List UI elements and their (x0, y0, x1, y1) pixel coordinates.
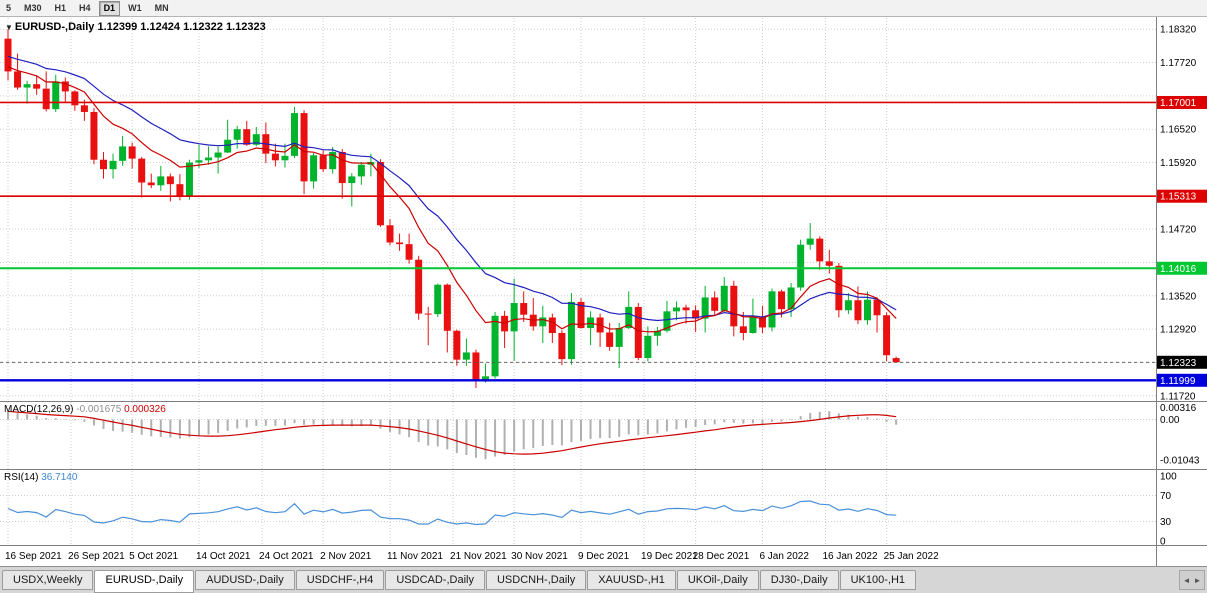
moving-average-10 (7, 66, 897, 333)
tab-scroll-right-icon[interactable]: ► (1193, 575, 1202, 585)
tab-audusd-daily[interactable]: AUDUSD-,Daily (195, 570, 295, 590)
svg-text:1.17001: 1.17001 (1160, 98, 1197, 109)
level-price-badge: 1.11999 (1157, 373, 1207, 387)
timeframe-button-m30[interactable]: M30 (24, 2, 42, 13)
date-label: 26 Sep 2021 (68, 551, 125, 562)
price-tick-label: 1.14720 (1160, 225, 1197, 236)
price-tick-label: 1.13520 (1160, 291, 1197, 302)
date-label: 14 Oct 2021 (196, 551, 251, 562)
macd-main-value: -0.001675 (76, 404, 122, 415)
price-axis-labels: 1.18320 1.17720 1.16520 1.15920 1.14720 1.135… (5, 25, 1200, 562)
timeframe-button-w1[interactable]: W1 (128, 2, 142, 13)
macd-tick-label: 0.00 (1160, 415, 1180, 426)
timeframe-button-m5[interactable]: 5 (6, 2, 12, 13)
svg-text:1.11999: 1.11999 (1160, 376, 1196, 387)
rsi-tick-label: 30 (1160, 517, 1172, 528)
rsi-label: RSI(14) 36.7140 (4, 472, 77, 483)
price-tick-label: 1.12920 (1160, 325, 1197, 336)
date-label: 28 Dec 2021 (693, 551, 750, 562)
quote-low: 1.12322 (183, 21, 223, 33)
date-label: 16 Sep 2021 (5, 551, 62, 562)
tab-xauusd-h1[interactable]: XAUUSD-,H1 (587, 570, 676, 590)
quote-close: 1.12323 (225, 21, 266, 33)
tab-usdcnh-daily[interactable]: USDCNH-,Daily (485, 570, 587, 590)
date-label: 11 Nov 2021 (387, 551, 443, 562)
timeframe-button-d1[interactable]: D1 (98, 0, 121, 16)
timeframe-button-h4[interactable]: H4 (79, 2, 91, 13)
chart-symbol-label: EURUSD-,Daily (14, 21, 95, 33)
date-label: 5 Oct 2021 (129, 551, 178, 562)
rsi-tick-label: 70 (1160, 491, 1172, 502)
date-label: 2 Nov 2021 (320, 551, 372, 562)
macd-name: MACD(12,26,9) (4, 404, 74, 415)
symbol-dropdown-icon[interactable]: ▼ (5, 23, 13, 32)
price-tick-label: 1.11720 (1160, 391, 1196, 402)
date-label: 30 Nov 2021 (511, 551, 568, 562)
tab-usdchf-h4[interactable]: USDCHF-,H4 (295, 570, 385, 590)
svg-text:1.12323: 1.12323 (1160, 358, 1197, 369)
macd-tick-label: 0.00316 (1160, 403, 1197, 414)
rsi-line (7, 500, 897, 526)
macd-tick-label: -0.01043 (1160, 455, 1200, 466)
rsi-value: 36.7140 (41, 472, 78, 483)
timeframe-button-h1[interactable]: H1 (54, 2, 67, 13)
tab-uk100-h1[interactable]: UK100-,H1 (839, 570, 917, 590)
date-label: 19 Dec 2021 (641, 551, 698, 562)
level-price-badge: 1.14016 (1157, 261, 1207, 275)
macd-label: MACD(12,26,9) -0.001675 0.000326 (4, 404, 166, 415)
date-label: 6 Jan 2022 (759, 551, 809, 562)
macd-signal-line (7, 410, 897, 455)
quote-open: 1.12399 (97, 21, 138, 33)
date-label: 25 Jan 2022 (884, 551, 939, 562)
level-price-badge: 1.15313 (1157, 189, 1207, 203)
price-tick-label: 1.15920 (1160, 158, 1197, 169)
quote-high: 1.12424 (140, 21, 181, 33)
panel-separators (0, 17, 1207, 566)
timeframe-toolbar: 5 M30 H1 H4 D1 W1 MN (0, 0, 1207, 17)
tab-ukoil-daily[interactable]: UKOil-,Daily (676, 570, 759, 590)
candles (4, 29, 900, 389)
symbol-tabbar: USDX,Weekly EURUSD-,Daily AUDUSD-,Daily USD… (0, 566, 1207, 593)
svg-text:1.14016: 1.14016 (1160, 264, 1197, 275)
price-tick-label: 1.16520 (1160, 125, 1197, 136)
tab-eurusd-daily[interactable]: EURUSD-,Daily (94, 570, 195, 593)
chart-title: ▼ EURUSD-,Daily 1.12399 1.12424 1.12322 1… (5, 21, 266, 33)
date-label: 16 Jan 2022 (822, 551, 877, 562)
price-tick-label: 1.18320 (1160, 25, 1197, 36)
date-label: 9 Dec 2021 (578, 551, 630, 562)
tab-scroll-left-icon[interactable]: ◄ (1182, 575, 1191, 585)
tabbar-scroll-control[interactable]: ◄ ► (1179, 570, 1205, 590)
level-price-badge: 1.17001 (1157, 95, 1207, 109)
price-tick-label: 1.17720 (1160, 58, 1197, 69)
svg-text:1.15313: 1.15313 (1160, 192, 1197, 203)
timeframe-button-mn[interactable]: MN (154, 2, 169, 13)
current-price-badge: 1.12323 (1157, 355, 1207, 369)
tab-dj30-daily[interactable]: DJ30-,Daily (759, 570, 839, 590)
date-label: 24 Oct 2021 (259, 551, 314, 562)
rsi-name: RSI(14) (4, 472, 39, 483)
chart-grid (0, 18, 1156, 545)
tab-usdx-weekly[interactable]: USDX,Weekly (2, 570, 94, 590)
rsi-tick-label: 0 (1160, 537, 1166, 548)
moving-average-20 (7, 55, 897, 322)
price-chart[interactable]: 1.18320 1.17720 1.16520 1.15920 1.14720 1.135… (0, 0, 1207, 566)
rsi-tick-label: 100 (1160, 472, 1177, 483)
date-label: 21 Nov 2021 (450, 551, 507, 562)
tab-usdcad-daily[interactable]: USDCAD-,Daily (385, 570, 485, 590)
macd-signal-value: 0.000326 (124, 404, 166, 415)
